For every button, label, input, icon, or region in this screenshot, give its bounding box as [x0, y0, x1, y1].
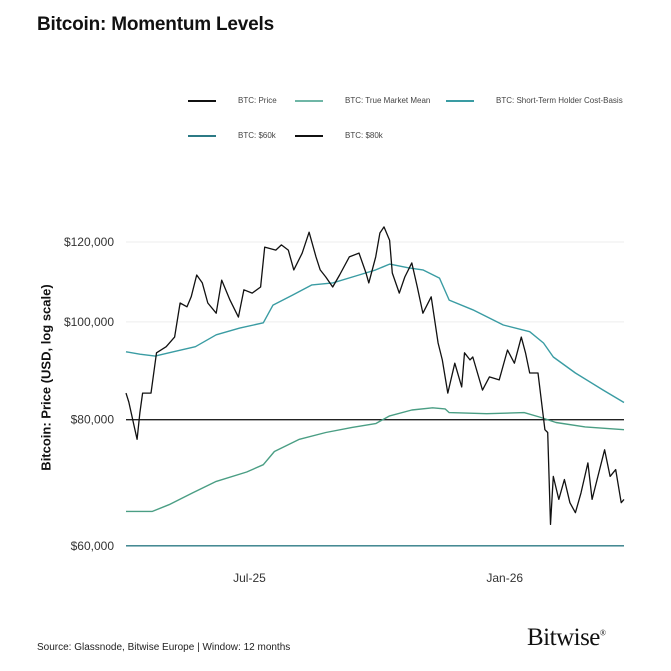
legend-item-price: BTC: Price — [188, 96, 277, 105]
series-line-btc-price — [125, 226, 625, 526]
x-tick-label: Jul-25 — [233, 571, 266, 585]
legend-item-60k: BTC: $60k — [188, 131, 276, 140]
legend-swatch — [446, 99, 474, 102]
legend-swatch — [295, 134, 323, 137]
legend-label: BTC: $80k — [345, 131, 383, 140]
legend-label: BTC: Price — [238, 96, 277, 105]
legend: BTC: Price BTC: True Market Mean BTC: Sh… — [0, 0, 671, 200]
legend-swatch — [188, 99, 216, 102]
y-tick-label: $80,000 — [71, 413, 115, 427]
legend-swatch — [295, 99, 323, 102]
y-tick-label: $120,000 — [64, 235, 114, 249]
y-tick-label: $60,000 — [71, 539, 115, 553]
y-tick-label: $100,000 — [64, 315, 114, 329]
legend-swatch — [188, 134, 216, 137]
chart-title: Bitcoin: Momentum Levels — [37, 14, 274, 35]
bitwise-logo: Bitwise® — [527, 624, 606, 651]
y-axis-label: Bitcoin: Price (USD, log scale) — [38, 284, 54, 471]
legend-label: BTC: Short-Term Holder Cost-Basis — [496, 96, 623, 105]
legend-label: BTC: True Market Mean — [345, 96, 431, 105]
logo-text: Bitwise — [527, 624, 600, 651]
source-note: Source: Glassnode, Bitwise Europe | Wind… — [37, 642, 291, 653]
legend-label: BTC: $60k — [238, 131, 276, 140]
legend-item-80k: BTC: $80k — [295, 131, 383, 140]
series-line-btc-short-term-holder-cost-basis — [125, 263, 625, 404]
x-tick-label: Jan-26 — [486, 571, 523, 585]
legend-item-true-market-mean: BTC: True Market Mean — [295, 96, 430, 105]
series-line-btc-true-market-mean — [126, 407, 625, 513]
legend-item-sth-cost-basis: BTC: Short-Term Holder Cost-Basis — [446, 96, 623, 105]
